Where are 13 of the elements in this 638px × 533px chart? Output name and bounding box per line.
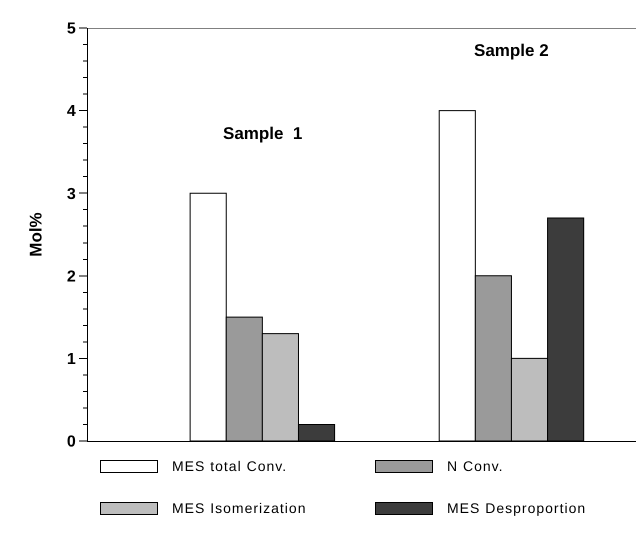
y-tick-label: 4 (66, 103, 76, 120)
y-tick-label: 0 (66, 434, 76, 451)
x-tick-label: Sample 1 (223, 124, 302, 143)
y-tick-label: 3 (66, 186, 76, 203)
legend-label: N Conv. (447, 458, 504, 474)
legend-label: MES total Conv. (172, 458, 288, 474)
legend-label: MES Desproportion (447, 500, 586, 516)
x-tick-label: Sample 2 (474, 41, 549, 60)
y-tick-label: 1 (66, 351, 76, 368)
y-tick-label: 5 (66, 20, 76, 38)
legend-label: MES Isomerization (172, 500, 306, 516)
y-tick-label: 2 (66, 268, 76, 286)
y-axis-title: Mol% (26, 212, 46, 257)
